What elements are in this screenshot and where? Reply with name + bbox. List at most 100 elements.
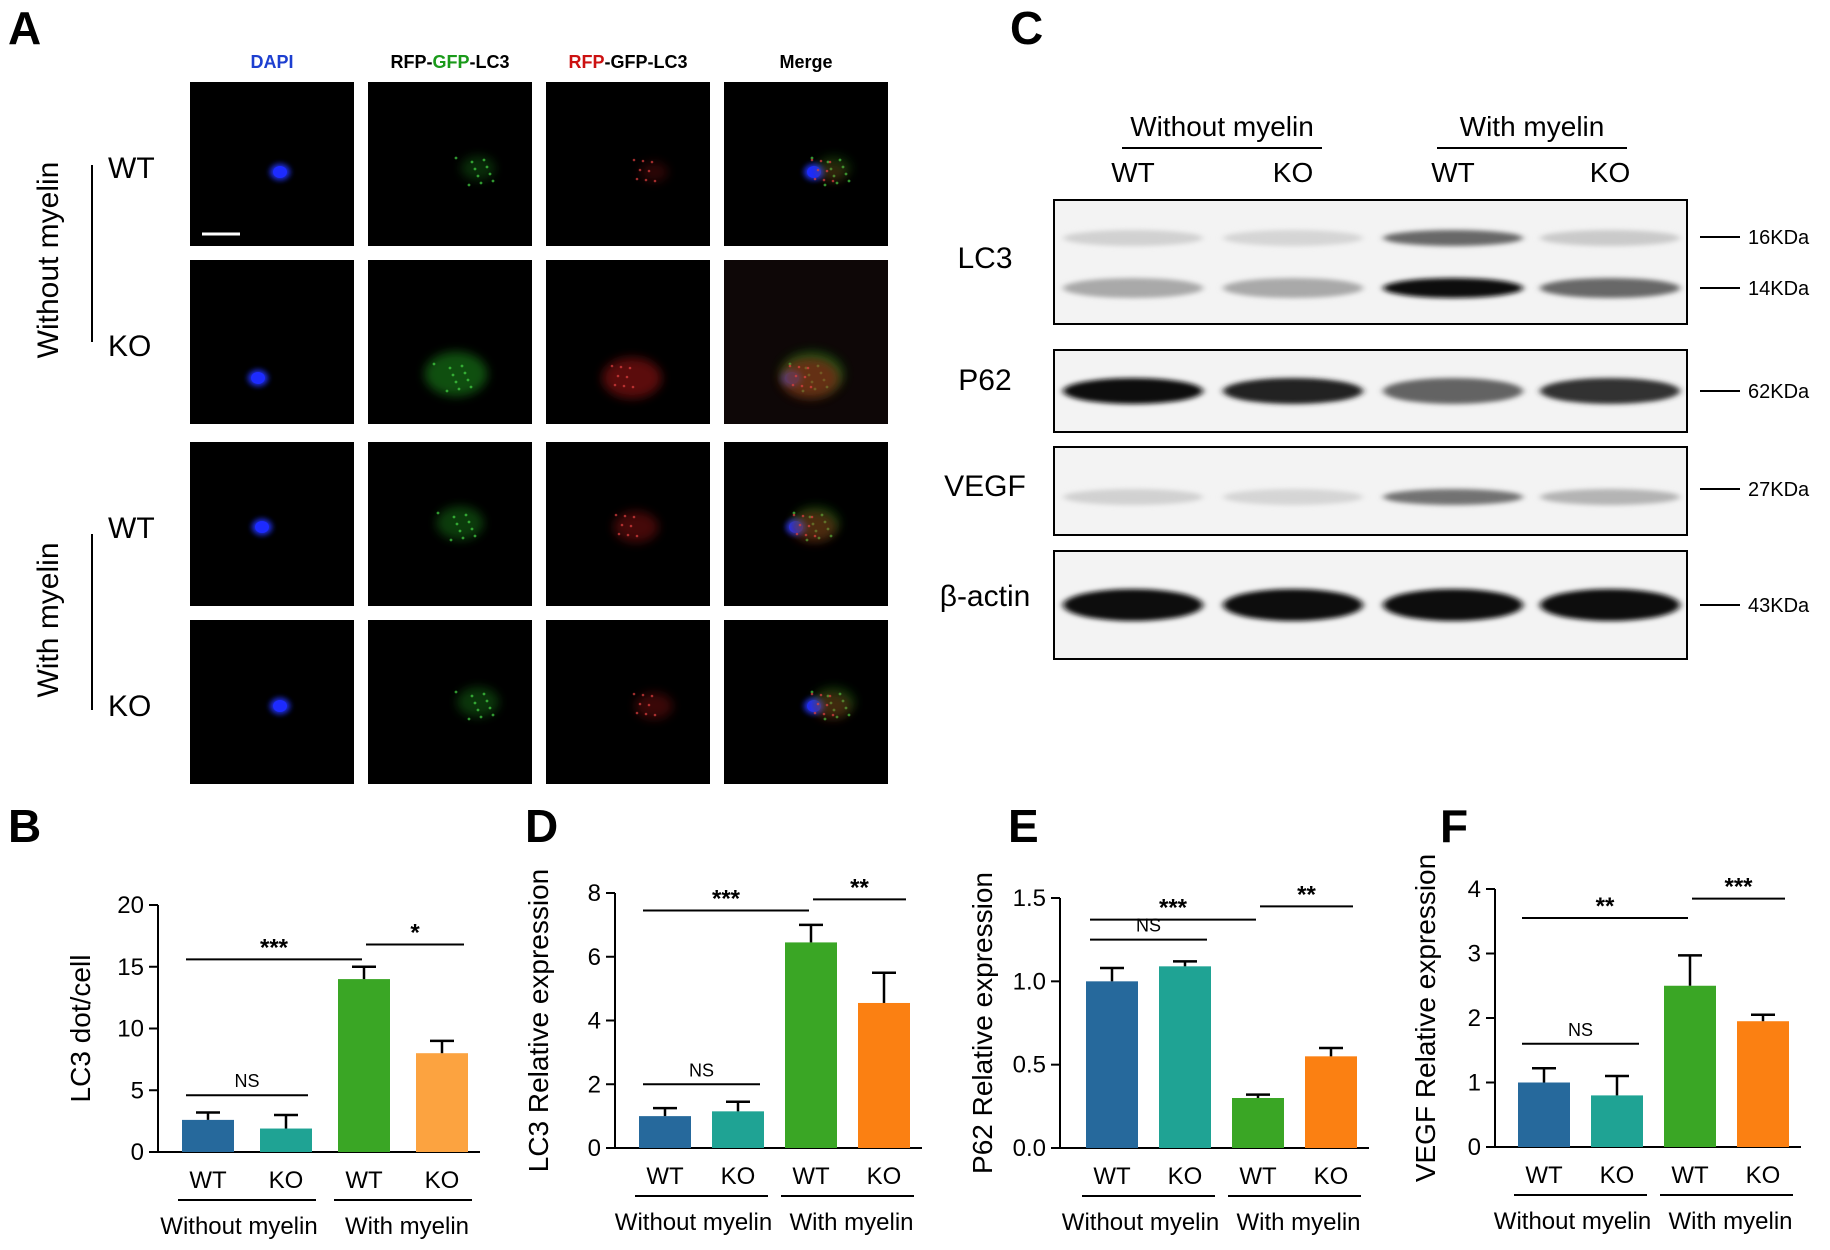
blot-1: LC3 16KDa 14KDa	[957, 199, 1810, 325]
image-grid	[190, 82, 888, 784]
band	[1223, 278, 1363, 298]
blot-membrane	[1053, 199, 1688, 325]
bar-4	[1305, 1056, 1357, 1148]
blot-2: P62 62KDa	[958, 349, 1810, 433]
significance-label: ***	[712, 886, 741, 913]
row-labels: WT KO WT KO	[108, 152, 155, 723]
x-tick-label: WT	[1093, 1163, 1131, 1190]
lane-label-2: KO	[1273, 157, 1313, 188]
bar-3	[1232, 1098, 1284, 1148]
row-label-1: WT	[108, 152, 155, 185]
band	[1223, 489, 1363, 505]
x-tick-label: WT	[792, 1163, 830, 1190]
bar-4	[416, 1053, 468, 1152]
x-tick-label: WT	[1239, 1163, 1277, 1190]
y-tick-label: 1.5	[1013, 885, 1046, 912]
band	[1383, 230, 1523, 246]
significance-label: **	[1297, 881, 1316, 908]
marker-label: 62KDa	[1748, 381, 1810, 403]
y-axis-label: LC3 dot/cell	[65, 955, 96, 1103]
significance-label: ***	[1724, 874, 1753, 901]
x-tick-label: KO	[269, 1167, 304, 1194]
group-label: Without myelin	[1494, 1208, 1651, 1235]
marker-label: 16KDa	[1748, 227, 1810, 249]
significance-label: **	[850, 874, 869, 901]
y-axis-label: P62 Relative expression	[967, 872, 998, 1174]
y-tick-label: 5	[131, 1077, 144, 1104]
x-tick-label: WT	[646, 1163, 684, 1190]
significance-label: **	[1596, 893, 1615, 920]
y-tick-label: 3	[1468, 941, 1481, 968]
micrograph-r3-c4	[724, 442, 888, 606]
y-tick-label: 1.0	[1013, 968, 1046, 995]
channel-header-part: -GFP-LC3	[605, 52, 688, 72]
y-tick-label: 4	[588, 1008, 601, 1035]
x-tick-label: KO	[425, 1167, 460, 1194]
header-without-myelin: Without myelin	[1130, 111, 1314, 142]
blot-label: VEGF	[944, 470, 1026, 503]
row-label-4: KO	[108, 690, 151, 723]
micrograph-r4-c4	[724, 620, 888, 784]
y-tick-label: 0.0	[1013, 1135, 1046, 1162]
micrograph-r4-c2	[368, 620, 532, 784]
group-labels: Without myelin With myelin	[32, 162, 93, 710]
y-tick-label: 0	[131, 1139, 144, 1166]
significance-label: *	[410, 920, 420, 947]
group-label-with-myelin: With myelin	[32, 542, 65, 697]
y-tick-label: 1	[1468, 1070, 1481, 1097]
band	[1540, 230, 1680, 246]
band	[1540, 489, 1680, 505]
band	[1383, 378, 1523, 404]
y-tick-label: 6	[588, 944, 601, 971]
chart-d: LC3 Relative expression 0 2 4 6 8 WT KO WT KO With…	[523, 869, 922, 1236]
micrograph-r1-c1	[190, 82, 354, 246]
micrograph-r2-c3	[546, 260, 710, 424]
significance-label: NS	[689, 1060, 714, 1080]
bar-3	[338, 979, 390, 1152]
y-tick-label: 2	[588, 1071, 601, 1098]
blot-label: LC3	[957, 242, 1012, 275]
bar-4	[1737, 1021, 1789, 1147]
bar-2	[1159, 966, 1211, 1148]
group-label: Without myelin	[615, 1209, 772, 1236]
band	[1063, 230, 1203, 246]
chart-e: P62 Relative expression 0.0 0.5 1.0 1.5 WT KO W…	[967, 872, 1369, 1236]
y-tick-label: 0	[1468, 1134, 1481, 1161]
band	[1383, 589, 1523, 621]
blot-label: P62	[958, 364, 1011, 397]
group-label-without-myelin: Without myelin	[32, 162, 65, 359]
micrograph-r2-c4	[724, 260, 888, 424]
band	[1540, 589, 1680, 621]
row-label-2: KO	[108, 330, 151, 363]
group-label: With myelin	[1668, 1208, 1792, 1235]
micrograph-r3-c1	[190, 442, 354, 606]
marker-label: 27KDa	[1748, 479, 1810, 501]
channel-header-part: -LC3	[470, 52, 510, 72]
bar-1	[182, 1119, 234, 1152]
channel-header-1: DAPI	[250, 52, 293, 72]
channel-header-part: GFP	[432, 52, 469, 72]
panel-label-e: E	[1008, 800, 1039, 852]
bar-3	[785, 942, 837, 1148]
group-label: With myelin	[789, 1209, 913, 1236]
band	[1223, 378, 1363, 404]
y-tick-label: 20	[117, 892, 144, 919]
band	[1223, 589, 1363, 621]
x-tick-label: KO	[1600, 1162, 1635, 1189]
lane-label-1: WT	[1111, 157, 1155, 188]
micrograph-r2-c2	[368, 260, 532, 424]
micrograph-r3-c2	[368, 442, 532, 606]
x-tick-label: KO	[867, 1163, 902, 1190]
channel-header-part: RFP-	[390, 52, 432, 72]
micrograph-r2-c1	[190, 260, 354, 424]
channel-header-4: Merge	[779, 52, 832, 72]
x-tick-label: WT	[1525, 1162, 1563, 1189]
blots: LC3 16KDa 14KDa P62 62KDa VEGF 27KDa β-actin 43K…	[940, 199, 1810, 660]
y-tick-label: 4	[1468, 876, 1481, 903]
band	[1063, 589, 1203, 621]
micrograph-r1-c4	[724, 82, 888, 246]
band	[1063, 278, 1203, 298]
significance-label: NS	[1568, 1020, 1593, 1040]
significance-label: ***	[1159, 895, 1188, 922]
